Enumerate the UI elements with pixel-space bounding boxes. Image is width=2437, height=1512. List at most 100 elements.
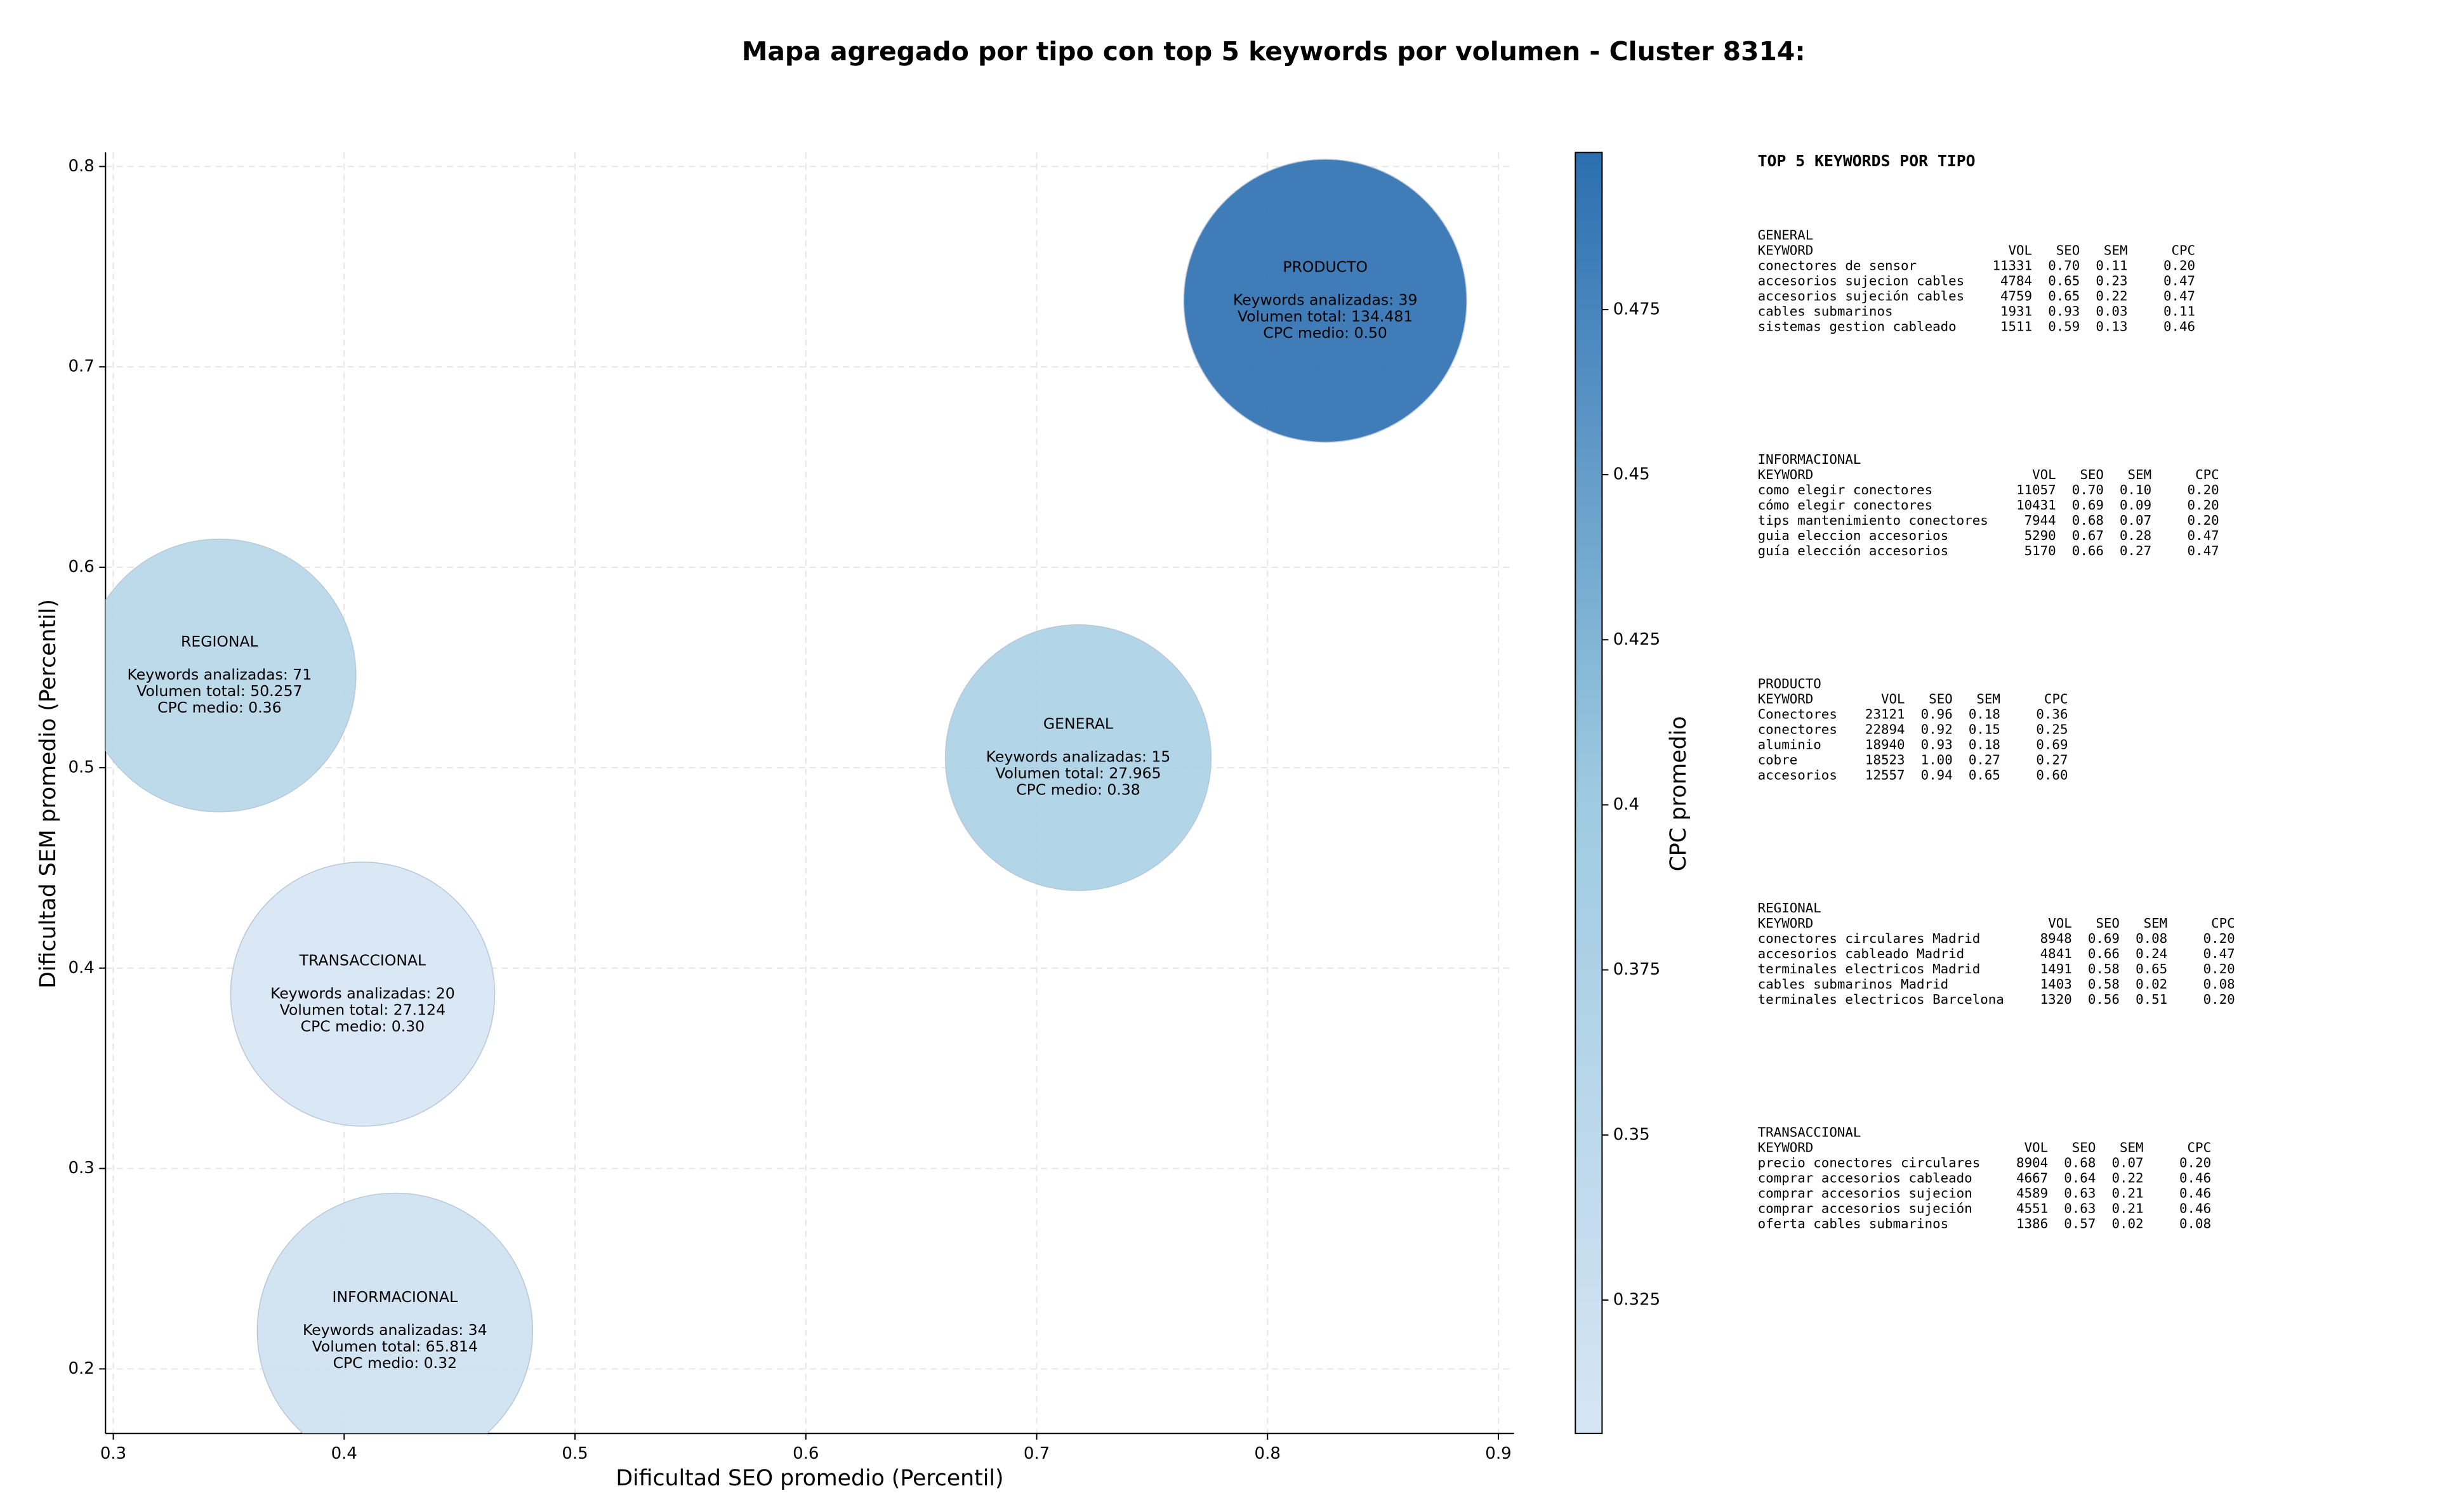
table-cell: 0.46 [2179,1201,2211,1216]
table-cell: 0.60 [2036,768,2068,783]
table-header: KEYWORD [1758,467,1814,482]
bubble-label: Volumen total: 27.965 [995,765,1161,782]
table-header: SEM [2120,1140,2144,1155]
table-cell: 0.65 [2048,273,2080,289]
table-cell: 0.20 [2188,513,2219,528]
table-cell: sistemas gestion cableado [1758,319,1957,334]
table-title: TOP 5 KEYWORDS POR TIPO [1758,152,1976,170]
y-tick-label: 0.8 [68,157,94,176]
table-header: SEO [2072,1140,2096,1155]
bubble-label: Keywords analizadas: 20 [270,984,455,1002]
table-header: VOL [2009,243,2033,258]
table-cell: 1386 [2016,1216,2048,1232]
table-cell: cobre [1758,753,1798,768]
table-cell: 0.58 [2088,976,2120,992]
table-cell: 0.20 [2203,992,2235,1007]
table-cell: 1320 [2040,992,2072,1007]
table-cell: 4589 [2016,1186,2048,1201]
table-cell: 0.93 [1921,737,1953,753]
table-header: KEYWORD [1758,243,1814,258]
colorbar [1575,152,1603,1435]
bubble [256,1192,533,1434]
table-cell: como elegir conectores [1758,482,1932,497]
table-cell: 0.68 [2072,513,2104,528]
table-cell: 0.65 [1969,768,2000,783]
table-cell: 0.65 [2136,961,2167,976]
table-cell: 0.11 [2096,258,2127,273]
table-cell: 0.20 [2188,482,2219,497]
table-cell: 0.46 [2179,1171,2211,1186]
table-cell: 0.57 [2064,1216,2096,1232]
bubble-name: GENERAL [1043,715,1113,733]
table-header: SEO [2056,243,2080,258]
table-cell: 7944 [2024,513,2056,528]
bubble-label: Keywords analizadas: 15 [986,748,1171,766]
table-cell: comprar accesorios sujecion [1758,1186,1972,1201]
table-cell: 0.47 [2203,946,2235,961]
bubble-label: CPC medio: 0.36 [157,699,281,716]
bubble-label: CPC medio: 0.32 [333,1354,457,1372]
bubble-name: REGIONAL [181,633,258,650]
colorbar-tick-label: 0.35 [1613,1125,1650,1144]
x-axis-label: Dificultad SEO promedio (Percentil) [616,1466,1003,1491]
table-cell: 0.22 [2111,1171,2143,1186]
table-cell: 1511 [2000,319,2032,334]
table-cell: 0.65 [2048,289,2080,304]
table-cell: 0.07 [2111,1155,2143,1171]
table-cell: 0.59 [2048,319,2080,334]
table-cell: 0.03 [2096,304,2127,319]
table-group-name: INFORMACIONAL [1758,452,1861,467]
table-header: SEM [1976,692,2000,707]
table-cell: 0.24 [2136,946,2167,961]
table-cell: 0.69 [2036,737,2068,753]
table-cell: 0.20 [2188,497,2219,513]
table-cell: aluminio [1758,737,1821,753]
table-cell: guia eleccion accesorios [1758,528,1949,543]
x-tick-label: 0.8 [1255,1444,1281,1463]
table-header: VOL [2024,1140,2049,1155]
x-tick-label: 0.5 [562,1444,588,1463]
table-cell: 0.08 [2136,931,2167,946]
bubbles [105,159,1467,1434]
bubble-name: INFORMACIONAL [333,1288,458,1306]
table-cell: 0.18 [1969,707,2000,722]
table-cell: 0.58 [2088,961,2120,976]
table-group-name: TRANSACCIONAL [1758,1125,1861,1140]
table-cell: 0.47 [2163,273,2195,289]
table-cell: 0.47 [2188,543,2219,558]
colorbar-tick-label: 0.475 [1613,299,1660,319]
table-cell: cables submarinos [1758,304,1893,319]
table-cell: oferta cables submarinos [1758,1216,1949,1232]
bubble-label: CPC medio: 0.30 [301,1017,425,1035]
table-cell: 0.22 [2096,289,2127,304]
table-cell: 0.11 [2163,304,2195,319]
table-group-name: GENERAL [1758,228,1814,243]
table-cell: 0.46 [2179,1186,2211,1201]
table-header: VOL [2032,467,2056,482]
table-cell: 0.69 [2072,497,2104,513]
table-cell: 0.27 [2036,753,2068,768]
table-cell: accesorios [1758,768,1837,783]
chart-title: Mapa agregado por tipo con top 5 keyword… [742,36,1806,67]
x-tick-label: 0.7 [1024,1444,1050,1463]
table-cell: comprar accesorios cableado [1758,1171,1972,1186]
table-cell: 0.63 [2064,1186,2096,1201]
table-header: VOL [1881,692,1905,707]
table-header: KEYWORD [1758,692,1814,707]
y-tick-label: 0.3 [68,1159,94,1178]
table-cell: accesorios sujecion cables [1758,273,1965,289]
bubble [105,538,357,813]
table-header: CPC [2195,467,2219,482]
bubble-name: PRODUCTO [1283,258,1368,275]
table-cell: 0.21 [2111,1186,2143,1201]
table-group-name: PRODUCTO [1758,676,1821,692]
table-cell: 0.51 [2136,992,2167,1007]
table-cell: 0.96 [1921,707,1953,722]
table-cell: 0.69 [2088,931,2120,946]
table-cell: 0.70 [2048,258,2080,273]
table-cell: 0.92 [1921,722,1953,737]
bubble-label: Volumen total: 65.814 [312,1338,478,1355]
table-cell: 0.66 [2072,543,2104,558]
x-tick-label: 0.4 [331,1444,357,1463]
